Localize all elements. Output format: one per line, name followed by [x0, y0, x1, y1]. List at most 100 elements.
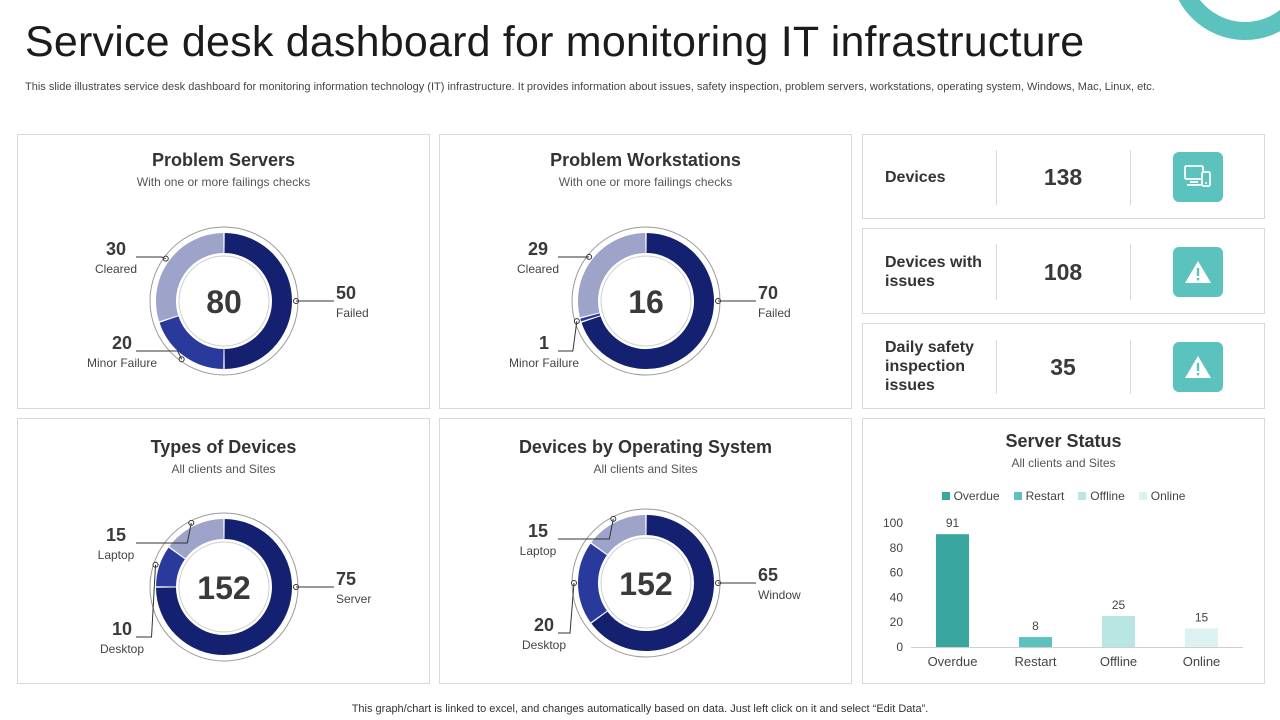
slice-category-label: Laptop	[520, 544, 557, 558]
slice-category-label: Desktop	[522, 638, 566, 652]
page-title: Service desk dashboard for monitoring IT…	[25, 18, 1085, 66]
donut-slice-server[interactable]	[156, 519, 292, 655]
bar-overdue[interactable]	[936, 534, 969, 647]
slice-category-label: Desktop	[100, 642, 144, 656]
bar-data-label: 25	[1112, 598, 1126, 612]
kpi-card-devices[interactable]: Devices 138	[862, 134, 1265, 219]
donut-slice-failed[interactable]	[581, 233, 714, 369]
chart-subtitle: All clients and Sites	[171, 462, 276, 476]
decorative-arc	[1170, 0, 1280, 40]
leader-line	[558, 582, 575, 634]
slice-value-label: 20	[534, 615, 554, 635]
warning-icon	[1173, 342, 1223, 392]
donut-slice-minor-failure[interactable]	[580, 313, 601, 322]
donut-slice-window[interactable]	[591, 515, 714, 651]
slice-value-label: 50	[336, 283, 356, 303]
donut-slice-cleared[interactable]	[578, 233, 646, 318]
chart-title: Problem Workstations	[550, 150, 741, 170]
legend-swatch	[1013, 492, 1022, 500]
leader-line	[558, 321, 578, 352]
kpi-divider	[1130, 150, 1131, 205]
legend-item[interactable]: Offline	[1078, 489, 1125, 503]
chart-subtitle: All clients and Sites	[1011, 456, 1116, 470]
y-tick-label: 20	[890, 615, 904, 629]
kpi-divider	[1130, 340, 1131, 394]
x-tick-label: Offline	[1100, 654, 1137, 669]
slice-category-label: Window	[758, 588, 801, 602]
donut-center-value: 152	[619, 566, 672, 602]
slice-category-label: Server	[336, 592, 371, 606]
legend-label: Offline	[1090, 489, 1125, 503]
y-tick-label: 100	[883, 516, 903, 530]
legend-item[interactable]: Overdue	[941, 489, 1000, 503]
donut-slice-desktop[interactable]	[156, 547, 186, 587]
bar-data-label: 8	[1032, 619, 1039, 633]
panel-problem-servers[interactable]: Problem Servers With one or more failing…	[17, 134, 430, 409]
bar-data-label: 91	[946, 516, 960, 530]
bar-restart[interactable]	[1019, 637, 1052, 647]
donut-slice-minor-failure[interactable]	[159, 315, 224, 369]
legend-label: Online	[1150, 489, 1186, 503]
slice-category-label: Minor Failure	[87, 356, 157, 370]
donut-slice-cleared[interactable]	[156, 233, 224, 322]
kpi-label: Devices	[885, 169, 946, 186]
panel-types-of-devices[interactable]: Types of Devices All clients and Sites 1…	[17, 418, 430, 684]
chart-title: Devices by Operating System	[518, 437, 773, 457]
legend-swatch	[1138, 492, 1147, 500]
kpi-card-safety-inspection[interactable]: Daily safety inspection issues 35	[862, 323, 1265, 409]
slice-category-label: Cleared	[517, 262, 559, 276]
footer-note: This graph/chart is linked to excel, and…	[351, 703, 929, 715]
slice-value-label: 1	[539, 333, 549, 353]
legend-item[interactable]: Restart	[1013, 489, 1064, 503]
slice-value-label: 75	[336, 569, 356, 589]
donut-slice-failed[interactable]	[224, 233, 292, 369]
leader-line	[136, 256, 166, 260]
chart-subtitle: All clients and Sites	[593, 462, 698, 476]
leader-line	[136, 564, 157, 638]
donut-inner-ring	[600, 537, 692, 629]
kpi-value: 138	[1043, 164, 1083, 190]
bar-offline[interactable]	[1102, 616, 1135, 647]
slice-value-label: 30	[106, 239, 126, 259]
donut-slice-laptop[interactable]	[591, 515, 646, 555]
chart-subtitle: With one or more failings checks	[136, 175, 311, 189]
slice-category-label: Failed	[336, 306, 369, 320]
donut-chart-problem-workstations[interactable]: 16 70 Failed 1 Minor Failure 29 Cleared	[440, 135, 853, 410]
chart-title: Types of Devices	[150, 437, 297, 457]
donut-chart-problem-servers[interactable]: 80 50 Failed 20 Minor Failure 30 Cleared	[18, 135, 431, 410]
bar-chart-server-status[interactable]: 0 20 40 60 80 100 91 Overdue 8 Restart 25 Offline 15…	[863, 419, 1266, 685]
y-tick-label: 60	[890, 566, 904, 580]
slice-value-label: 10	[112, 619, 132, 639]
donut-slice-laptop[interactable]	[169, 519, 224, 559]
donut-inner-ring	[600, 255, 692, 347]
donut-slice-desktop[interactable]	[578, 543, 608, 623]
slice-category-label: Failed	[758, 306, 791, 320]
donut-center-value: 152	[197, 570, 250, 606]
x-tick-label: Online	[1183, 654, 1221, 669]
donut-chart-devices-by-os[interactable]: 152 65 Window 20 Desktop 15 Laptop	[440, 419, 853, 685]
bar-online[interactable]	[1185, 628, 1218, 647]
panel-server-status[interactable]: Server Status All clients and Sites Over…	[862, 418, 1265, 684]
panel-problem-workstations[interactable]: Problem Workstations With one or more fa…	[439, 134, 852, 409]
x-tick-label: Overdue	[928, 654, 978, 669]
leader-line	[136, 350, 183, 360]
slice-value-label: 20	[112, 333, 132, 353]
donut-chart-types-of-devices[interactable]: 152 75 Server 10 Desktop 15 Laptop	[18, 419, 431, 685]
kpi-divider	[996, 340, 997, 394]
slice-category-label: Minor Failure	[509, 356, 579, 370]
legend-swatch	[1078, 492, 1087, 500]
kpi-card-devices-with-issues[interactable]: Devices with issues 108	[862, 228, 1265, 314]
panel-devices-by-os[interactable]: Devices by Operating System All clients …	[439, 418, 852, 684]
chart-subtitle: With one or more failings checks	[558, 175, 733, 189]
slice-category-label: Laptop	[98, 548, 135, 562]
legend-item[interactable]: Online	[1138, 489, 1186, 503]
chart-legend: Overdue Restart Offline Online	[863, 489, 1264, 503]
page-subtitle: This slide illustrates service desk dash…	[25, 81, 1155, 93]
warning-icon	[1173, 247, 1223, 297]
slice-value-label: 29	[528, 239, 548, 259]
x-tick-label: Restart	[1015, 654, 1057, 669]
bar-data-label: 15	[1195, 610, 1209, 624]
donut-inner-ring	[178, 541, 270, 633]
donut-center-value: 16	[628, 284, 664, 320]
kpi-label: Daily safety inspection issues	[885, 339, 974, 394]
